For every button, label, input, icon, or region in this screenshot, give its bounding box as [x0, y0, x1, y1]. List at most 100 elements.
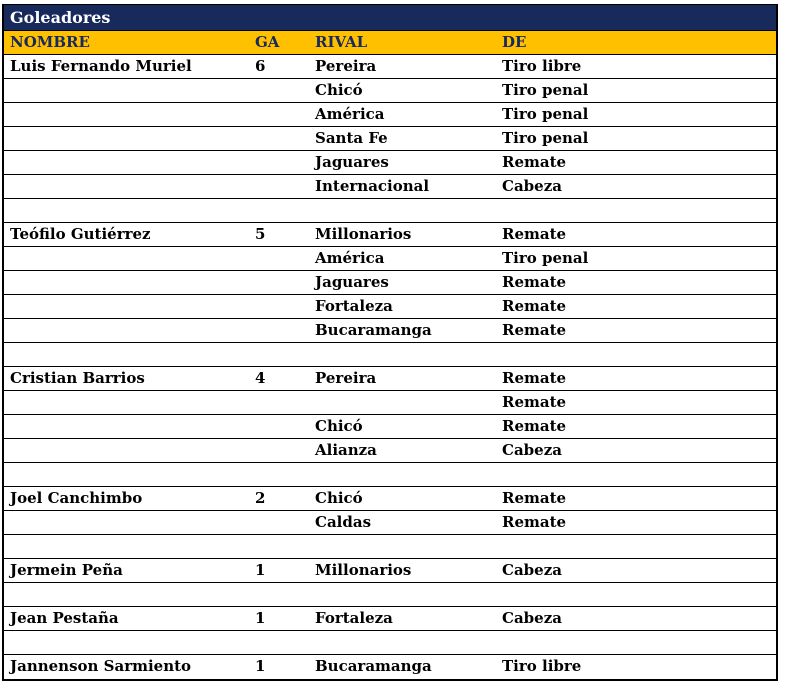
cell-rival[interactable]: Chicó [315, 417, 363, 435]
cell-rival[interactable] [309, 631, 494, 654]
cell-ga[interactable] [249, 175, 309, 198]
cell-nombre[interactable] [4, 199, 249, 222]
cell-rival[interactable]: Pereira [315, 369, 377, 387]
cell-rival[interactable]: Jaguares [315, 273, 389, 291]
cell-de[interactable] [494, 535, 776, 558]
column-header-ga[interactable]: GA [255, 33, 280, 51]
cell-rival[interactable] [309, 199, 494, 222]
cell-nombre[interactable]: Cristian Barrios [10, 369, 145, 387]
cell-ga[interactable] [249, 247, 309, 270]
cell-rival[interactable]: América [315, 249, 385, 267]
cell-nombre[interactable] [4, 175, 249, 198]
cell-rival[interactable]: Bucaramanga [315, 657, 432, 675]
cell-ga[interactable] [249, 535, 309, 558]
cell-ga[interactable]: 1 [255, 609, 266, 627]
cell-de[interactable] [494, 583, 776, 606]
cell-rival[interactable] [309, 535, 494, 558]
cell-nombre[interactable] [4, 391, 249, 414]
cell-ga[interactable] [249, 463, 309, 486]
cell-de[interactable] [494, 199, 776, 222]
cell-rival[interactable]: Millonarios [315, 561, 412, 579]
cell-rival[interactable]: Caldas [315, 513, 372, 531]
cell-ga[interactable] [249, 199, 309, 222]
cell-de[interactable]: Tiro libre [502, 57, 582, 75]
cell-de[interactable] [494, 343, 776, 366]
cell-rival[interactable]: Fortaleza [315, 297, 393, 315]
cell-de[interactable]: Remate [502, 513, 567, 531]
cell-de[interactable]: Remate [502, 489, 567, 507]
cell-nombre[interactable]: Teófilo Gutiérrez [10, 225, 151, 243]
cell-nombre[interactable] [4, 343, 249, 366]
cell-rival[interactable]: Internacional [315, 177, 430, 195]
cell-ga[interactable]: 2 [255, 489, 266, 507]
cell-rival[interactable]: Millonarios [315, 225, 412, 243]
cell-nombre[interactable] [4, 463, 249, 486]
cell-de[interactable]: Remate [502, 225, 567, 243]
cell-nombre[interactable] [4, 511, 249, 534]
column-header-nombre[interactable]: NOMBRE [10, 33, 90, 51]
cell-de[interactable]: Cabeza [502, 441, 562, 459]
cell-rival[interactable]: Jaguares [315, 153, 389, 171]
cell-nombre[interactable] [4, 295, 249, 318]
cell-de[interactable] [494, 631, 776, 654]
cell-rival[interactable] [309, 583, 494, 606]
cell-ga[interactable]: 5 [255, 225, 266, 243]
cell-de[interactable]: Tiro penal [502, 81, 589, 99]
cell-nombre[interactable] [4, 151, 249, 174]
cell-ga[interactable] [249, 343, 309, 366]
cell-nombre[interactable]: Joel Canchimbo [10, 489, 143, 507]
cell-nombre[interactable] [4, 103, 249, 126]
cell-ga[interactable] [249, 79, 309, 102]
cell-nombre[interactable] [4, 535, 249, 558]
cell-ga[interactable] [249, 127, 309, 150]
cell-de[interactable]: Tiro penal [502, 105, 589, 123]
cell-de[interactable]: Remate [502, 273, 567, 291]
cell-rival[interactable]: Pereira [315, 57, 377, 75]
cell-rival[interactable]: Santa Fe [315, 129, 388, 147]
column-header-rival[interactable]: RIVAL [315, 33, 368, 51]
cell-rival[interactable] [309, 343, 494, 366]
cell-ga[interactable] [249, 391, 309, 414]
cell-ga[interactable]: 6 [255, 57, 266, 75]
cell-ga[interactable] [249, 319, 309, 342]
cell-ga[interactable] [249, 583, 309, 606]
cell-ga[interactable] [249, 271, 309, 294]
cell-nombre[interactable]: Jermein Peña [10, 561, 123, 579]
cell-nombre[interactable] [4, 247, 249, 270]
cell-ga[interactable] [249, 295, 309, 318]
cell-de[interactable] [494, 463, 776, 486]
cell-ga[interactable]: 1 [255, 657, 266, 675]
cell-nombre[interactable] [4, 631, 249, 654]
cell-rival[interactable]: América [315, 105, 385, 123]
cell-nombre[interactable] [4, 439, 249, 462]
cell-nombre[interactable]: Jean Pestaña [10, 609, 119, 627]
cell-nombre[interactable] [4, 583, 249, 606]
cell-ga[interactable] [249, 439, 309, 462]
cell-de[interactable]: Cabeza [502, 561, 562, 579]
cell-rival[interactable]: Fortaleza [315, 609, 393, 627]
cell-nombre[interactable] [4, 319, 249, 342]
cell-de[interactable]: Remate [502, 153, 567, 171]
cell-de[interactable]: Cabeza [502, 609, 562, 627]
cell-nombre[interactable] [4, 415, 249, 438]
cell-rival[interactable]: Chicó [315, 489, 363, 507]
cell-ga[interactable] [249, 631, 309, 654]
cell-rival[interactable] [309, 391, 494, 414]
cell-de[interactable]: Cabeza [502, 177, 562, 195]
cell-ga[interactable]: 1 [255, 561, 266, 579]
cell-ga[interactable] [249, 511, 309, 534]
cell-ga[interactable]: 4 [255, 369, 266, 387]
cell-nombre[interactable]: Luis Fernando Muriel [10, 57, 192, 75]
cell-ga[interactable] [249, 415, 309, 438]
column-header-de[interactable]: DE [502, 33, 527, 51]
cell-nombre[interactable] [4, 79, 249, 102]
cell-de[interactable]: Remate [502, 369, 567, 387]
cell-ga[interactable] [249, 103, 309, 126]
cell-rival[interactable]: Chicó [315, 81, 363, 99]
sheet-title[interactable]: Goleadores [4, 5, 776, 31]
cell-rival[interactable] [309, 463, 494, 486]
cell-rival[interactable]: Bucaramanga [315, 321, 432, 339]
cell-nombre[interactable]: Jannenson Sarmiento [10, 657, 192, 675]
cell-de[interactable]: Remate [502, 417, 567, 435]
cell-de[interactable]: Tiro penal [502, 249, 589, 267]
